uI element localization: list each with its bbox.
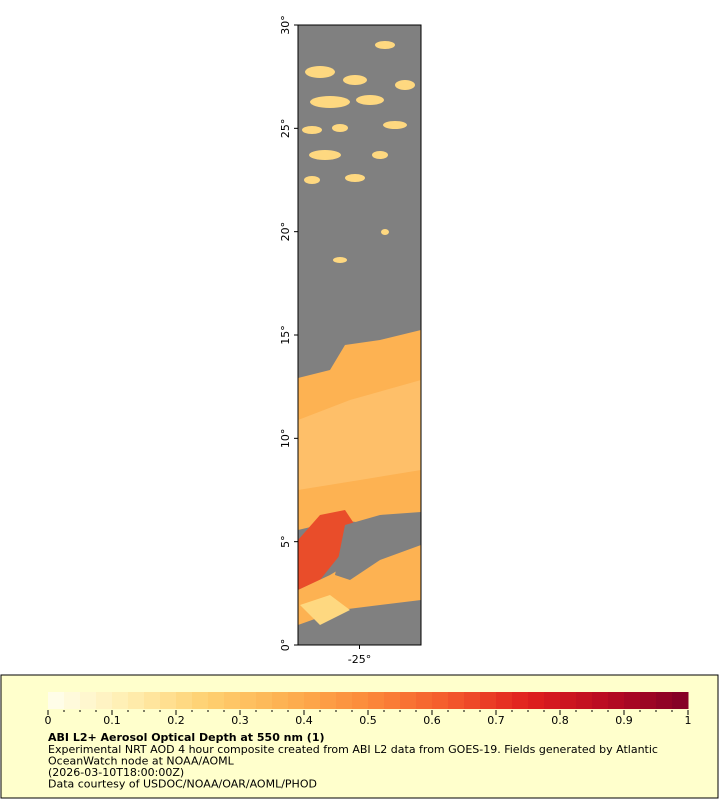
- colorbar-swatch: [256, 692, 273, 709]
- colorbar-tick-label: 0.9: [615, 714, 633, 727]
- colorbar-swatch: [544, 692, 561, 709]
- colorbar-swatch: [64, 692, 81, 709]
- colorbar-title: ABI L2+ Aerosol Optical Depth at 550 nm …: [48, 731, 325, 744]
- x-tick-label: -25°: [348, 653, 371, 666]
- colorbar-swatch: [224, 692, 241, 709]
- colorbar-swatch: [528, 692, 545, 709]
- colorbar-tick-label: 0.2: [167, 714, 185, 727]
- colorbar-swatch: [560, 692, 577, 709]
- y-tick-label: 5°: [279, 535, 292, 548]
- colorbar-tick-label: 1: [685, 714, 692, 727]
- colorbar-swatch: [416, 692, 433, 709]
- colorbar-tick-label: 0.4: [295, 714, 313, 727]
- aerosol-region: [298, 380, 421, 490]
- note-line: Experimental NRT AOD 4 hour composite cr…: [48, 743, 658, 756]
- colorbar-swatch: [272, 692, 289, 709]
- y-tick-label: 30°: [279, 15, 292, 35]
- colorbar-swatch: [288, 692, 305, 709]
- colorbar-swatch: [464, 692, 481, 709]
- colorbar-swatch: [368, 692, 385, 709]
- colorbar-swatch: [432, 692, 449, 709]
- colorbar-swatch: [656, 692, 673, 709]
- colorbar-swatch: [448, 692, 465, 709]
- colorbar-swatch: [384, 692, 401, 709]
- colorbar-swatch: [480, 692, 497, 709]
- colorbar-swatch: [80, 692, 97, 709]
- colorbar: 0 0.1 0.2 0.3 0.4 0.5 0.6 0.7 0.8 0.9 1: [45, 692, 692, 727]
- map: [297, 24, 422, 646]
- colorbar-swatch: [320, 692, 337, 709]
- colorbar-swatch: [352, 692, 369, 709]
- colorbar-tick-label: 0.8: [551, 714, 569, 727]
- aerosol-region: [298, 510, 355, 590]
- colorbar-tick-label: 0.7: [487, 714, 505, 727]
- colorbar-swatch: [144, 692, 161, 709]
- y-tick-label: 10°: [279, 429, 292, 449]
- colorbar-swatch: [240, 692, 257, 709]
- colorbar-swatch: [400, 692, 417, 709]
- colorbar-swatch: [496, 692, 513, 709]
- colorbar-swatch: [672, 692, 689, 709]
- y-tick-label: 25°: [279, 119, 292, 139]
- colorbar-tick-label: 0.6: [423, 714, 441, 727]
- colorbar-swatch: [640, 692, 657, 709]
- colorbar-swatch: [576, 692, 593, 709]
- colorbar-swatch: [96, 692, 113, 709]
- colorbar-swatch: [608, 692, 625, 709]
- cloud-patches: [300, 595, 350, 625]
- clear-region: [335, 512, 421, 580]
- colorbar-swatch: [48, 692, 65, 709]
- colorbar-swatch: [592, 692, 609, 709]
- y-tick-label: 15°: [279, 325, 292, 345]
- clear-region: [298, 605, 421, 645]
- y-tick-label: 0°: [279, 639, 292, 652]
- colorbar-swatch: [112, 692, 129, 709]
- note-line: Data courtesy of USDOC/NOAA/OAR/AOML/PHO…: [48, 778, 317, 791]
- colorbar-swatch: [304, 692, 321, 709]
- colorbar-tick-label: 0.3: [231, 714, 249, 727]
- note-line: (2026-03-10T18:00:00Z): [48, 766, 184, 779]
- y-tick-label: 20°: [279, 222, 292, 242]
- colorbar-swatch: [624, 692, 641, 709]
- colorbar-swatch: [192, 692, 209, 709]
- colorbar-tick-label: 0.1: [103, 714, 121, 727]
- colorbar-swatch: [512, 692, 529, 709]
- colorbar-tick-label: 0: [45, 714, 52, 727]
- cloud-patches: [302, 41, 415, 263]
- colorbar-swatch: [176, 692, 193, 709]
- colorbar-swatch: [208, 692, 225, 709]
- colorbar-swatch: [128, 692, 145, 709]
- colorbar-tick-label: 0.5: [359, 714, 377, 727]
- note-line: OceanWatch node at NOAA/AOML: [48, 755, 235, 768]
- colorbar-swatch: [160, 692, 177, 709]
- colorbar-swatch: [336, 692, 353, 709]
